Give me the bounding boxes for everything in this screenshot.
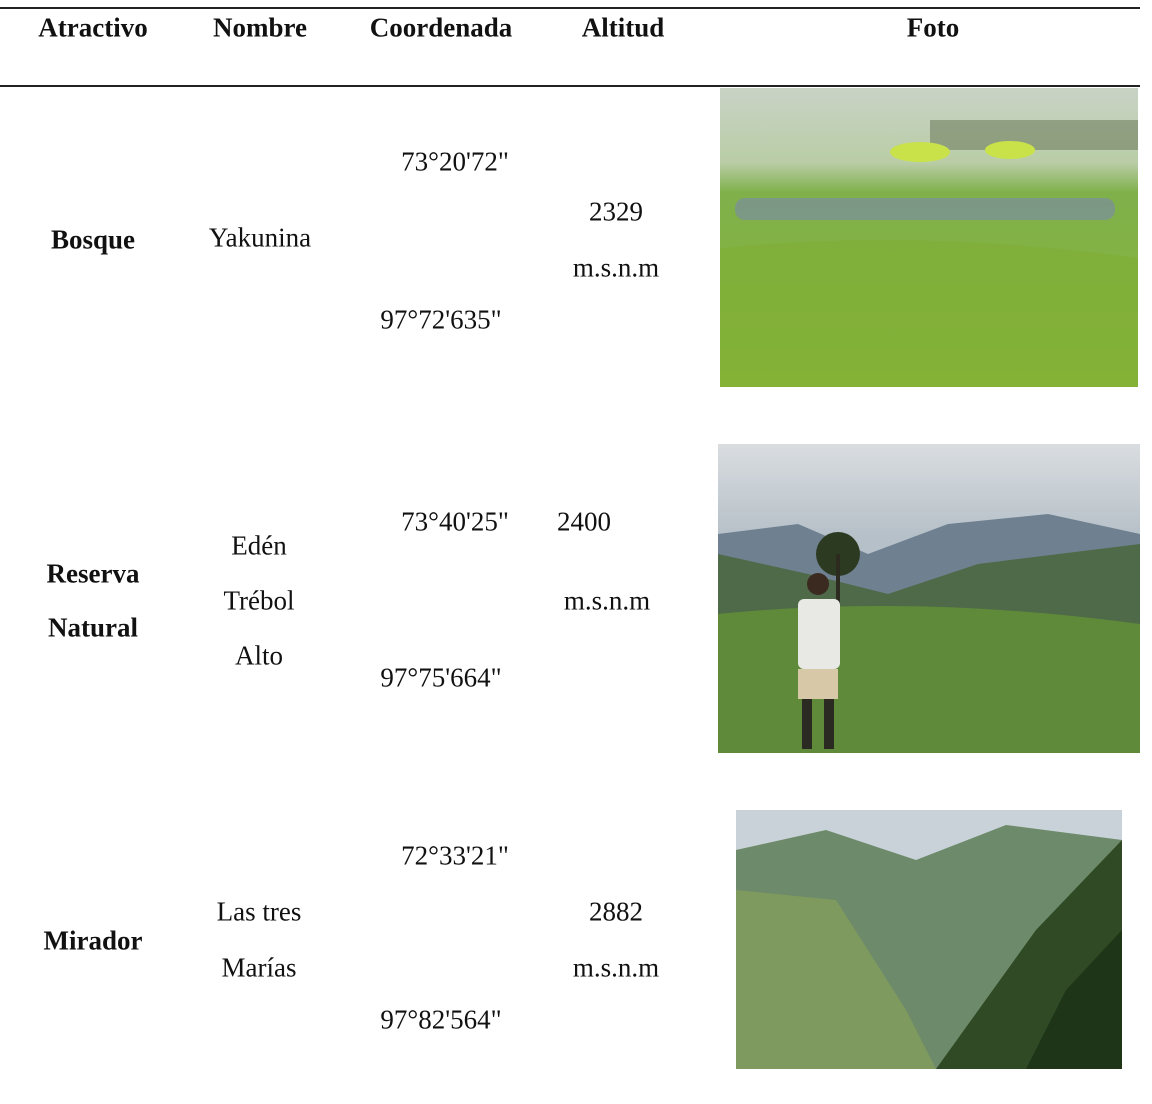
atractivo: Bosque xyxy=(50,224,136,255)
atractivo: Mirador xyxy=(43,925,143,956)
altitud: 2882 xyxy=(589,896,643,927)
top-rule xyxy=(0,7,1140,9)
nombre: Trébol xyxy=(223,585,295,616)
photo xyxy=(736,810,1122,1069)
nombre: Yakunina xyxy=(208,222,312,253)
altitud: m.s.n.m xyxy=(572,952,660,983)
nombre: Marías xyxy=(221,952,297,983)
coordenada: 97°72'635" xyxy=(380,304,502,335)
coordenada: 73°20'72" xyxy=(401,146,509,177)
nombre: Las tres xyxy=(216,896,302,927)
altitud: m.s.n.m xyxy=(572,252,660,283)
header-cell: Foto xyxy=(906,12,960,43)
photo xyxy=(718,444,1140,753)
coordenada: 73°40'25" xyxy=(401,506,509,537)
altitud: m.s.n.m xyxy=(563,585,651,616)
coordenada: 97°75'664" xyxy=(380,662,502,693)
header-cell: Nombre xyxy=(213,12,307,43)
nombre: Edén xyxy=(231,530,287,561)
header-cell: Atractivo xyxy=(38,12,148,43)
header-cell: Altitud xyxy=(581,12,665,43)
header-rule xyxy=(0,85,1140,87)
atractivo: Reserva xyxy=(46,558,140,589)
nombre: Alto xyxy=(234,640,284,671)
coordenada: 97°82'564" xyxy=(380,1004,502,1035)
altitud: 2329 xyxy=(589,196,643,227)
altitud: 2400 xyxy=(557,506,611,537)
coordenada: 72°33'21" xyxy=(401,840,509,871)
photo xyxy=(720,88,1138,387)
header-cell: Coordenada xyxy=(369,12,513,43)
atractivo: Natural xyxy=(48,612,138,643)
